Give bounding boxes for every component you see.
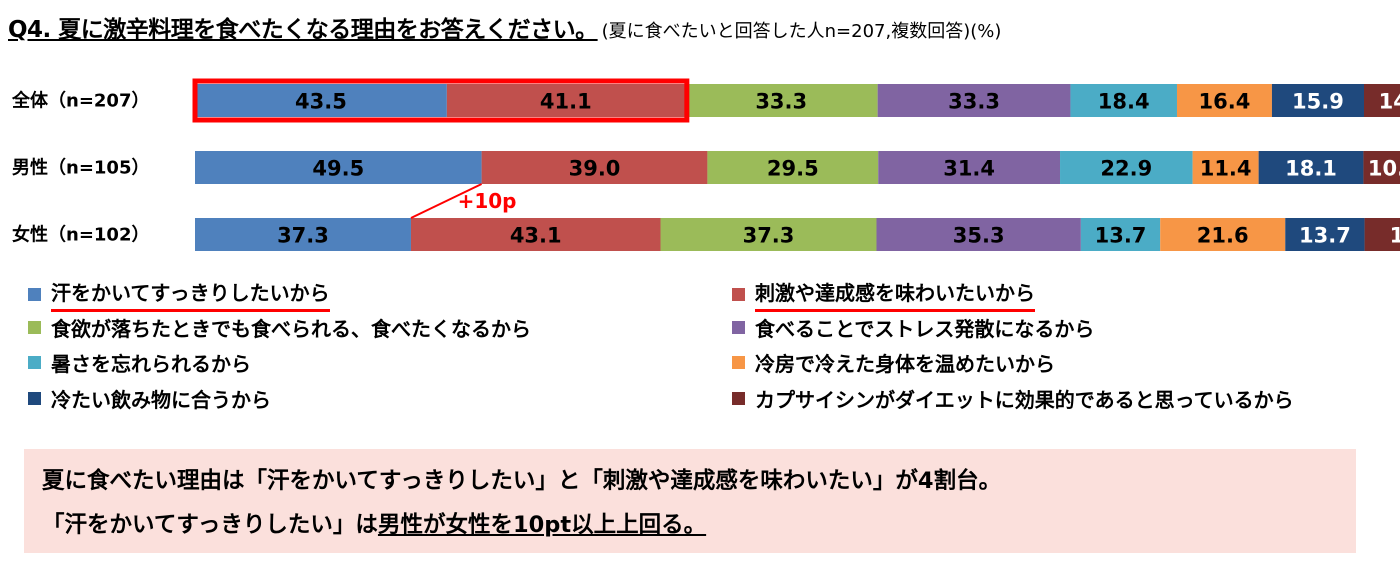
bar-segment — [1364, 218, 1400, 251]
bar-segment — [878, 151, 1061, 184]
data-label: 33.3 — [948, 90, 1000, 114]
data-label: 15.9 — [1292, 90, 1344, 114]
data-label: 21.6 — [1197, 224, 1249, 248]
data-label: 22.9 — [1100, 157, 1152, 181]
bar-segment — [1176, 84, 1272, 117]
data-label: 16.4 — [1199, 90, 1251, 114]
bar-segment — [410, 218, 661, 251]
summary-box: 夏に食べたい理由は「汗をかいてすっきりしたい」と「刺激や達成感を味わいたい」が4… — [24, 449, 1356, 553]
row-label: 全体（n=207） — [11, 90, 149, 112]
data-label: 43.1 — [510, 224, 562, 248]
bar-segment — [1364, 84, 1400, 117]
bar-segment — [1192, 151, 1259, 184]
bar-segment — [1285, 218, 1365, 251]
chart-subtitle: (夏に食べたいと回答した人n=207,複数回答)(%) — [601, 21, 1002, 42]
data-label: 49.5 — [312, 157, 364, 181]
summary-line-2-prefix: 「汗をかいてすっきりしたい」は — [42, 512, 378, 538]
data-label: 14.0 — [1379, 90, 1400, 114]
bar-segment — [707, 151, 879, 184]
data-label: 10.5 — [1368, 157, 1400, 181]
data-label: 41.1 — [540, 90, 592, 114]
bar-segment — [481, 151, 708, 184]
data-label: 18.4 — [1098, 90, 1150, 114]
data-label: 29.5 — [767, 157, 819, 181]
data-label: 43.5 — [295, 90, 347, 114]
summary-line-2-highlight: 男性が女性を10pt以上上回る。 — [377, 512, 707, 538]
data-label: 17.6 — [1390, 224, 1400, 248]
data-label: 13.7 — [1095, 224, 1147, 248]
data-label: 35.3 — [953, 224, 1005, 248]
data-label: 39.0 — [569, 157, 621, 181]
bar-segment — [684, 84, 878, 117]
data-label: 31.4 — [943, 157, 995, 181]
bar-segment — [1080, 218, 1161, 251]
summary-line-2: 「汗をかいてすっきりしたい」は男性が女性を10pt以上上回る。 — [42, 503, 1356, 547]
row-label: 女性（n=102） — [12, 224, 149, 246]
bar-segment — [195, 151, 482, 184]
data-label: 33.3 — [755, 90, 807, 114]
bar-segment — [1363, 151, 1400, 184]
bar-segment — [1070, 84, 1177, 117]
data-label: 37.3 — [277, 224, 329, 248]
bar-segment — [195, 84, 447, 117]
bar-segment — [660, 218, 877, 251]
chart-title: Q4. 夏に激辛料理を食べたくなる理由をお答えください。 — [8, 17, 598, 43]
data-label: 18.1 — [1285, 157, 1337, 181]
row-label: 男性（n=105） — [12, 157, 149, 179]
bar-segment — [195, 218, 411, 251]
highlight-box — [192, 78, 690, 123]
summary-line-1: 夏に食べたい理由は「汗をかいてすっきりしたい」と「刺激や達成感を味わいたい」が4… — [42, 468, 1002, 494]
bar-segment — [1060, 151, 1193, 184]
bar-segment — [876, 218, 1081, 251]
data-label: 13.7 — [1299, 224, 1351, 248]
diff-label: +10p — [458, 189, 517, 213]
data-label: 11.4 — [1200, 157, 1252, 181]
bar-segment — [1271, 84, 1365, 117]
stacked-bar-chart: 全体（n=207） 43.5 41.1 33.3 33.3 18.4 16.4 15.9 14.… — [11, 78, 1400, 251]
bar-segment — [1160, 218, 1286, 251]
bar-segment — [446, 84, 685, 117]
bar-segment — [1258, 151, 1364, 184]
data-label: 37.3 — [743, 224, 795, 248]
diff-connector-line — [410, 183, 483, 219]
chart-title-block: Q4. 夏に激辛料理を食べたくなる理由をお答えください。 (夏に食べたいと回答した… — [8, 10, 1001, 44]
bar-segment — [877, 84, 1071, 117]
